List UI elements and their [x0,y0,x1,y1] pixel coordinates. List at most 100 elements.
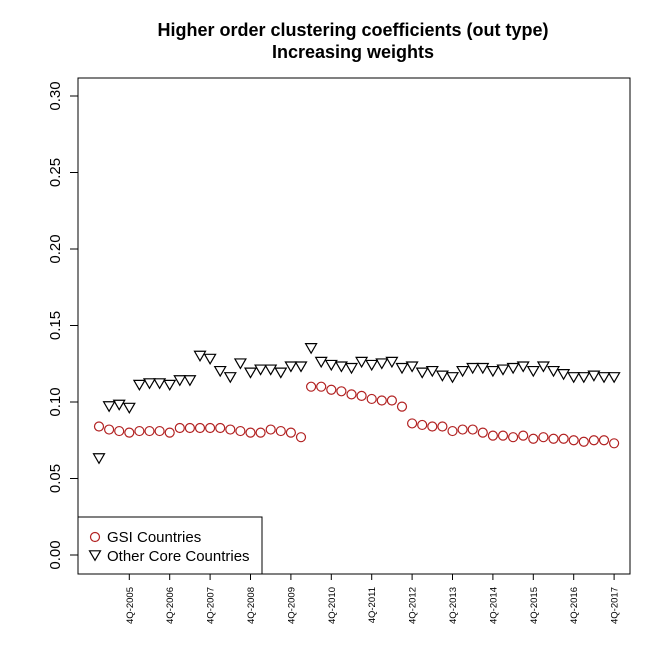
y-tick-label: 0.10 [47,387,64,416]
gsi-point [124,427,135,438]
gsi-point [295,432,307,443]
gsi-point [134,425,145,437]
gsi-point [184,422,195,434]
core-point [445,372,460,384]
legend: GSI Countries Other Core Countries [77,516,263,575]
x-tick-label: 4Q-2006 [165,587,176,624]
core-point [597,372,611,384]
core-point [365,359,379,372]
core-point [435,370,449,382]
core-point [536,361,550,373]
core-point [607,372,621,384]
x-tick-label: 4Q-2013 [448,587,459,624]
gsi-point [528,433,539,444]
plot-frame [77,77,631,575]
core-point [294,361,308,373]
core-point [405,361,419,373]
gsi-point [154,425,165,437]
y-tick-label: 0.00 [47,540,64,569]
core-point [546,365,561,378]
core-point [173,375,187,387]
gsi-point [538,432,549,443]
gsi-point [366,393,377,405]
legend-core-label: Other Core Countries [107,548,250,565]
gsi-point [578,436,589,447]
core-point [355,356,369,369]
core-point [92,453,106,465]
gsi-point [245,427,256,438]
gsi-point [588,435,600,446]
core-point [254,364,268,376]
x-tick-label: 4Q-2016 [569,587,580,624]
core-point [415,367,429,379]
gsi-point [205,422,216,434]
core-point [324,359,338,372]
y-tick-label: 0.15 [47,311,64,340]
core-point [476,362,490,375]
chart-subtitle: Increasing weights [272,42,434,62]
x-tick-label: 4Q-2017 [610,587,621,624]
gsi-point [235,425,246,437]
core-point [112,399,126,411]
core-point [243,367,258,379]
core-point [153,378,167,390]
core-point [223,372,237,384]
gsi-point [437,421,448,432]
core-point [314,356,328,369]
legend-gsi-marker [89,531,101,543]
y-tick-label: 0.20 [47,234,64,263]
legend-box [77,516,263,575]
core-point [163,379,177,392]
core-point [334,361,348,373]
x-axis: 4Q-2005 4Q-2006 4Q-2007 4Q-2008 4Q-2009 4Q-20… [125,573,621,624]
core-point [122,402,136,414]
gsi-point [598,435,610,446]
gsi-point [386,395,397,406]
core-point [567,372,581,384]
gsi-point [507,432,519,443]
core-point [557,369,571,381]
legend-core-marker [88,550,102,562]
gsi-point [396,401,408,412]
core-point [425,365,439,378]
gsi-point [558,433,569,444]
gsi-point [93,421,105,432]
x-tick-label: 4Q-2012 [408,587,419,624]
gsi-point [174,422,185,434]
gsi-point [477,427,488,438]
core-point [132,379,146,392]
gsi-point [608,438,620,449]
gsi-point [103,424,115,435]
core-point [496,364,510,376]
core-point [274,367,288,379]
gsi-point [467,424,478,435]
chart-title: Higher order clustering coefficients (ou… [157,20,548,40]
gsi-point [306,381,317,392]
core-point [264,364,278,376]
x-tick-label: 4Q-2005 [125,587,136,624]
core-point [516,361,530,373]
gsi-point [487,430,498,441]
gsi-point [194,422,206,434]
gsi-point [336,386,347,397]
gsi-point [497,430,509,441]
core-point [102,401,116,413]
x-tick-label: 4Q-2008 [246,587,257,624]
gsi-point [447,425,458,437]
core-point [193,350,207,362]
gsi-point [518,430,529,441]
core-point [213,365,227,378]
gsi-point [568,435,579,446]
core-point [375,358,389,370]
core-point [304,343,318,355]
core-point [183,375,197,387]
gsi-point [346,389,357,400]
gsi-point [457,424,468,435]
gsi-point [376,395,387,406]
gsi-point [114,425,125,437]
gsi-point [356,390,367,401]
x-tick-label: 4Q-2015 [529,587,540,624]
core-point [456,365,470,378]
core-point [344,362,359,375]
